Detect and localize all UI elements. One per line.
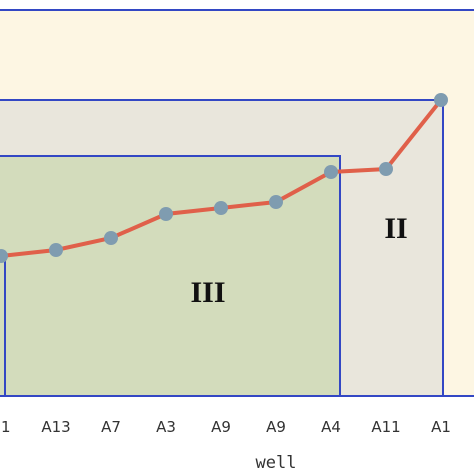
region-iii <box>0 155 341 397</box>
x-tick-label: A9 <box>211 418 231 436</box>
x-tick-label: 11 <box>0 418 11 436</box>
point <box>49 243 63 257</box>
region-label: III <box>190 276 225 309</box>
plot: 11 A13 A7 A3 A9 A9 A4 A11 A1 <box>0 93 451 436</box>
x-tick-label: A13 <box>41 418 70 436</box>
point <box>269 195 283 209</box>
x-axis-label: well <box>256 453 297 473</box>
point <box>104 231 118 245</box>
region-label: II <box>384 212 407 245</box>
x-tick-label: A7 <box>101 418 121 436</box>
x-tick-label: A11 <box>371 418 400 436</box>
point <box>159 207 173 221</box>
x-tick-label: A3 <box>156 418 176 436</box>
x-tick-label: A1 <box>431 418 451 436</box>
x-tick-label: A9 <box>266 418 286 436</box>
point <box>0 249 8 263</box>
point <box>379 162 393 176</box>
point <box>324 165 338 179</box>
point <box>434 93 448 107</box>
point <box>214 201 228 215</box>
x-tick-label: A4 <box>321 418 341 436</box>
